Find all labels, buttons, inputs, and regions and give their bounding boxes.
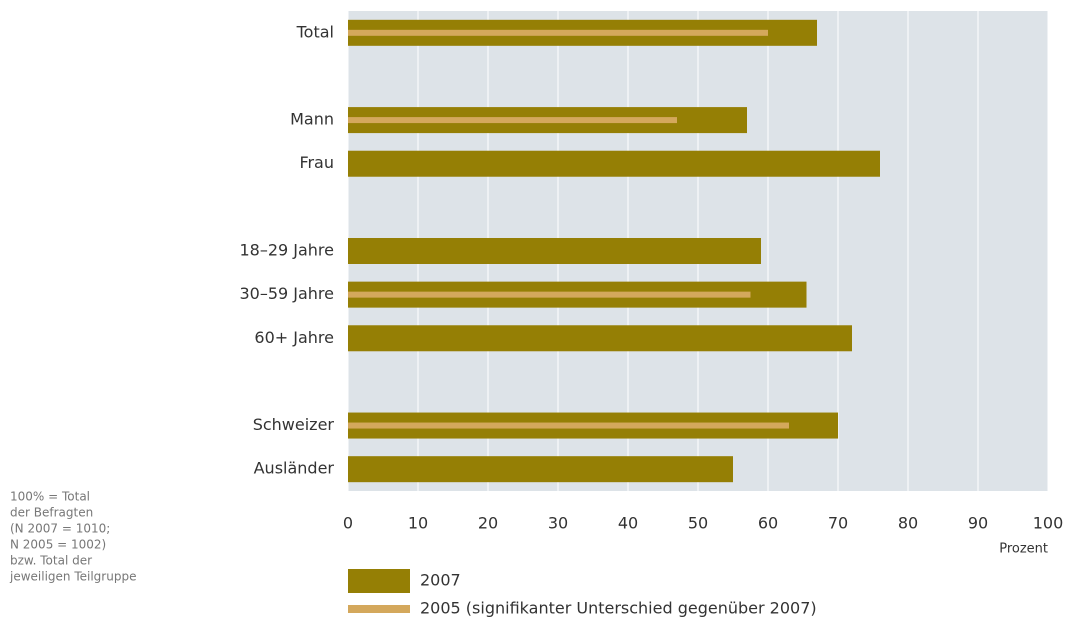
note: 100% = Total [10, 490, 90, 504]
y-tick-label: 60+ Jahre [254, 328, 334, 347]
x-axis-label: Prozent [999, 542, 1048, 557]
bar [348, 422, 789, 429]
bar [348, 238, 761, 264]
legend-swatch [348, 605, 410, 613]
x-tick-label: 50 [688, 514, 708, 533]
note: N 2005 = 1002) [10, 538, 106, 552]
y-tick-label: Mann [290, 110, 334, 129]
note: der Befragten [10, 506, 93, 520]
x-tick-label: 80 [898, 514, 918, 533]
bar [348, 325, 852, 352]
note: bzw. Total der [10, 554, 92, 568]
y-tick-label: 18–29 Jahre [239, 241, 334, 260]
x-tick-label: 100 [1033, 514, 1064, 533]
x-tick-label: 0 [343, 514, 353, 533]
x-tick-label: 40 [618, 514, 638, 533]
y-tick-label: Ausländer [254, 459, 335, 478]
y-tick-label: Frau [299, 153, 334, 172]
x-tick-label: 70 [828, 514, 848, 533]
legend-swatch [348, 569, 410, 593]
y-tick-label: Schweizer [253, 415, 335, 434]
bar [348, 117, 677, 124]
y-tick-label: 30–59 Jahre [239, 284, 334, 303]
y-tick-label: Total [296, 22, 334, 41]
x-tick-label: 20 [478, 514, 498, 533]
x-tick-label: 10 [408, 514, 428, 533]
bar [348, 291, 751, 298]
x-tick-label: 30 [548, 514, 568, 533]
bar [348, 150, 880, 177]
legend-label: 2007 [420, 571, 461, 590]
x-tick-label: 60 [758, 514, 778, 533]
legend-label: 2005 (signifikanter Unterschied gegenübe… [420, 599, 817, 618]
bar [348, 456, 733, 483]
bar [348, 29, 768, 36]
note: jeweiligen Teilgruppe [9, 570, 136, 584]
x-tick-label: 90 [968, 514, 988, 533]
note: (N 2007 = 1010; [10, 522, 110, 536]
